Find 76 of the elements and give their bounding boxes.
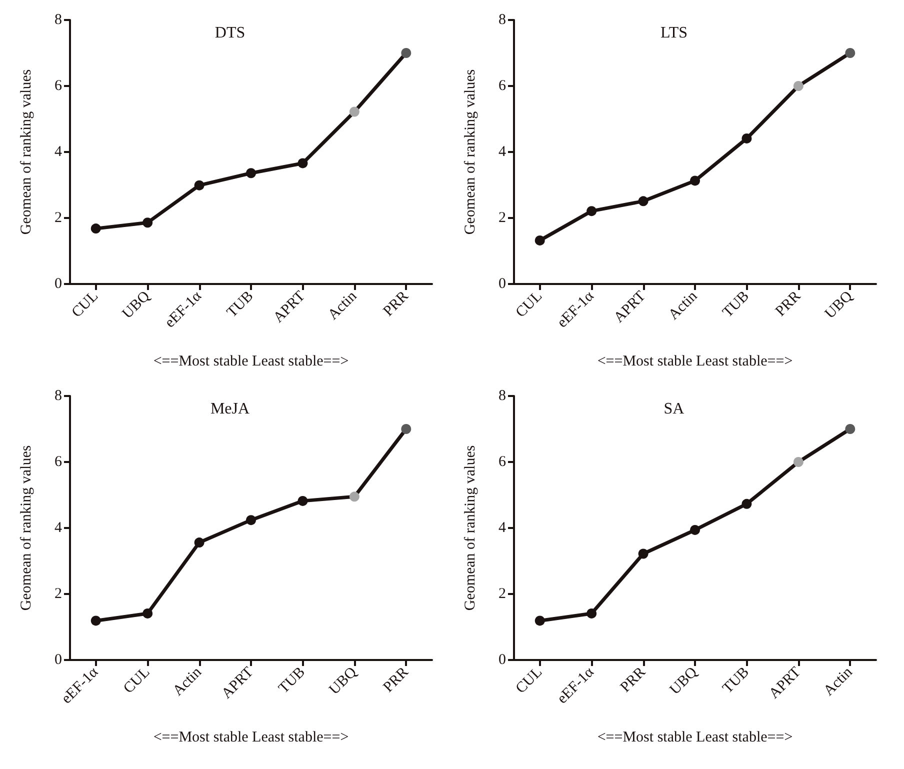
x-tick-label: UBQ [666,664,701,698]
point [690,176,700,186]
y-tick-label: 4 [498,144,506,160]
point [401,424,412,434]
point [534,235,545,246]
point [246,515,256,526]
y-tick-label: 8 [498,12,506,28]
y-tick-label: 8 [54,12,62,28]
x-tick-label: UBQ [326,664,360,698]
y-tick-label: 0 [54,276,62,292]
point [638,548,648,559]
point [401,48,412,58]
x-axis-title: <==Most stable Least stable==> [153,354,349,370]
x-axis-title: <==Most stable Least stable==> [153,730,349,746]
chart-title: MeJA [210,400,250,418]
x-axis-title: <==Most stable Least stable==> [597,730,793,746]
point [142,608,153,618]
y-tick-label: 6 [54,454,62,470]
x-tick-label: TUB [276,664,308,697]
y-tick-label: 8 [498,388,506,404]
point [90,616,101,626]
y-tick-label: 0 [498,276,506,292]
point [742,498,752,509]
y-tick-label: 2 [54,210,62,226]
point [349,492,360,502]
point [194,538,204,548]
y-tick-label: 6 [498,454,506,470]
point [845,424,856,434]
point [638,196,648,206]
x-tick-label: CUL [69,288,102,321]
point [246,168,256,178]
chart-title: SA [664,400,685,418]
point [845,48,856,58]
chart-title: DTS [214,24,246,42]
y-tick-label: 4 [498,520,506,536]
point [194,180,204,190]
point [690,524,700,535]
y-tick-label: 6 [54,78,62,94]
y-tick-label: 2 [498,586,506,602]
x-tick-label: PRR [380,664,412,696]
point [349,106,360,117]
point [586,608,597,618]
point [90,224,101,234]
y-axis-title: Geomean of ranking values [462,445,478,611]
x-tick-label: CUL [120,664,154,697]
y-tick-label: 2 [498,210,506,226]
y-tick-label: 0 [498,652,506,668]
x-tick-label: CUL [513,664,546,697]
point [142,218,153,228]
point [534,616,545,626]
y-axis-title: Geomean of ranking values [462,69,478,235]
y-tick-label: 0 [54,652,62,668]
point [586,206,597,216]
x-tick-label: UBQ [822,288,856,322]
x-tick-label: PRR [772,288,804,320]
x-tick-label: TUB [720,664,752,697]
x-tick-label: TUB [720,288,752,321]
x-tick-label: PRR [380,288,412,320]
y-tick-label: 2 [54,586,62,602]
y-tick-label: 4 [54,144,62,160]
y-axis-title: Geomean of ranking values [18,445,34,611]
chart-title: LTS [660,24,688,42]
point [298,496,308,506]
y-tick-label: 4 [54,520,62,536]
y-axis-title: Geomean of ranking values [18,69,34,235]
x-tick-label: TUB [224,288,257,321]
x-tick-label: CUL [513,288,546,321]
point [793,457,804,467]
x-tick-label: PRR [618,664,649,696]
point [793,81,804,91]
y-tick-label: 8 [54,388,62,404]
point [298,158,308,168]
x-axis-title: <==Most stable Least stable==> [597,354,793,370]
point [742,133,752,144]
y-tick-label: 6 [498,78,506,94]
x-tick-label: UBQ [120,288,154,322]
